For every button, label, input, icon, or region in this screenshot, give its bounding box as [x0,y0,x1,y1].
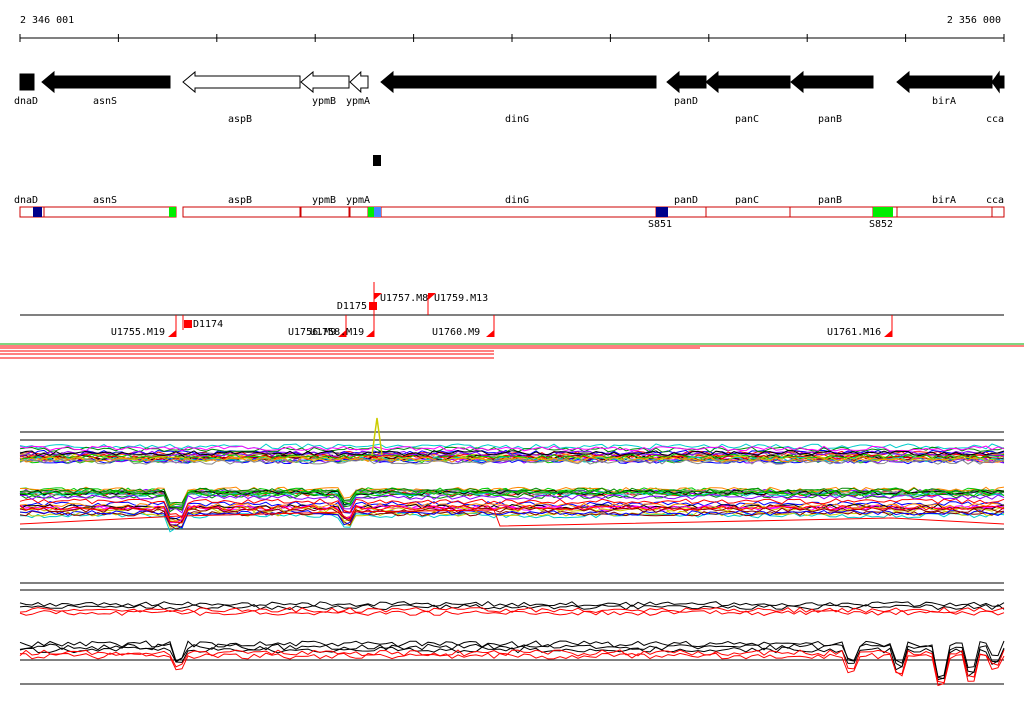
transcript-label-U1760: U1760.M9 [432,327,480,338]
segment-fill-asnS [169,207,176,217]
summary-line-top [19,600,1005,608]
U1758-flag [366,330,374,337]
transcript-label-U1755: U1755.M19 [111,327,165,338]
segment-label: panD [674,195,698,206]
segment-fill-ypmA-blue [374,207,381,217]
segment-label: panB [818,195,842,206]
segment-label: panC [735,195,759,206]
segment-box [991,206,1005,218]
segment-label: dnaD [14,195,38,206]
expr-line-top [19,445,1005,452]
ruler-end-label: 2 356 000 [947,15,1001,26]
summary-line-bottom [19,649,1005,684]
expr-line-mid [19,494,1005,514]
expr-line-mid [19,504,1005,524]
gene-arrow-aspB [182,70,301,94]
transcript-label-U1757: U1757.M8 [380,293,428,304]
gene-arrow-dinG [380,70,657,94]
gene-arrow-ypmB [300,70,350,94]
segment-label: asnS [93,195,117,206]
gene-arrow-ypmA [349,70,369,94]
transcript-label-U1761: U1761.M16 [827,327,881,338]
gene-arrow-birA [896,70,993,94]
transcript-label-U1759: U1759.M13 [434,293,488,304]
U1756-flag [338,330,346,337]
expr-line-low [19,509,1005,527]
segment-box [896,206,993,218]
segment-box [705,206,791,218]
transcript-label-U1758: U1758.M19 [310,327,364,338]
gene-label-birA: birA [932,96,956,107]
segment-marker-S851 [656,207,668,217]
segment-box [789,206,874,218]
gene-arrow-panC [705,70,791,94]
gene-label-asnS: asnS [93,96,117,107]
gene-arrow-cca [991,70,1005,94]
segment-fill-ypmA-green [368,207,374,217]
transcript-box-D1175 [369,302,377,310]
gene-label-panD: panD [674,96,698,107]
gene-arrow-panB [790,70,874,94]
expr-line-top [19,456,1005,463]
summary-line-bottom [19,643,1005,681]
gene-arrow-asnS [41,70,171,94]
expr-peak [371,417,383,456]
U1755-flag [168,330,176,337]
expr-line-top [19,450,1005,457]
expr-line-top [19,458,1005,465]
segment-label: dinG [505,195,529,206]
summary-line-top [19,609,1005,616]
gene-marker-block [373,155,381,166]
gene-label-dinG: dinG [505,114,529,125]
segment-marker-label-S851: S851 [648,219,672,230]
gene-label-ypmB: ypmB [312,96,336,107]
transcript-label-D1174: D1174 [193,319,223,330]
summary-line-bottom [19,652,1005,687]
segment-box [182,206,301,218]
segments-track: dnaD asnS aspB ypmB ypmA dinG panD panC panB birA… [14,195,1005,230]
segment-label: ypmA [346,195,370,206]
segment-box [349,206,369,218]
U1760-flag [486,330,494,337]
gene-label-aspB: aspB [228,114,252,125]
expr-line-mid [19,509,1005,529]
expr-line-mid [19,490,1005,509]
summary-line-bottom [19,646,1005,680]
U1761-flag [884,330,892,337]
coordinate-ruler: 2 346 001 2 356 000 [19,15,1005,42]
gene-label-cca: cca [986,114,1004,125]
segment-box [43,206,177,218]
segment-fill-dnaD [33,207,42,217]
ruler-ticks [19,34,1005,42]
gene-arrows-track: dnaD asnS aspB ypmB ypmA dinG panD panC panB birA… [14,70,1005,125]
segment-box [300,206,350,218]
expr-line-mid [19,498,1005,519]
transcript-label-D1175: D1175 [337,301,367,312]
segment-marker-S852 [873,207,893,217]
gene-label-panC: panC [735,114,759,125]
gene-label-dnaD: dnaD [14,96,38,107]
summary-line-top [19,603,1005,611]
segment-marker-label-S852: S852 [869,219,893,230]
U1759-flag [428,293,436,300]
transcript-label-U1756: U1756.M9 [288,327,336,338]
summary-line-top [19,606,1005,614]
summary-line-bottom [19,640,1005,678]
gene-arrow-dnaD [19,73,35,91]
gene-label-ypmA: ypmA [346,96,370,107]
expression-profiles [19,417,1005,533]
segment-label: birA [932,195,956,206]
segment-label: aspB [228,195,252,206]
ruler-start-label: 2 346 001 [20,15,74,26]
U1757-flag [374,293,382,300]
gene-label-panB: panB [818,114,842,125]
segment-box [380,206,657,218]
expression-summary [19,582,1005,687]
gene-arrow-panD [666,70,707,94]
segment-label: cca [986,195,1004,206]
segment-label: ypmB [312,195,336,206]
transcripts-track: U1757.M8 U1759.M13 D1175 U1755.M19 D1174 U175… [0,282,1024,359]
transcript-box-D1174 [184,320,192,328]
